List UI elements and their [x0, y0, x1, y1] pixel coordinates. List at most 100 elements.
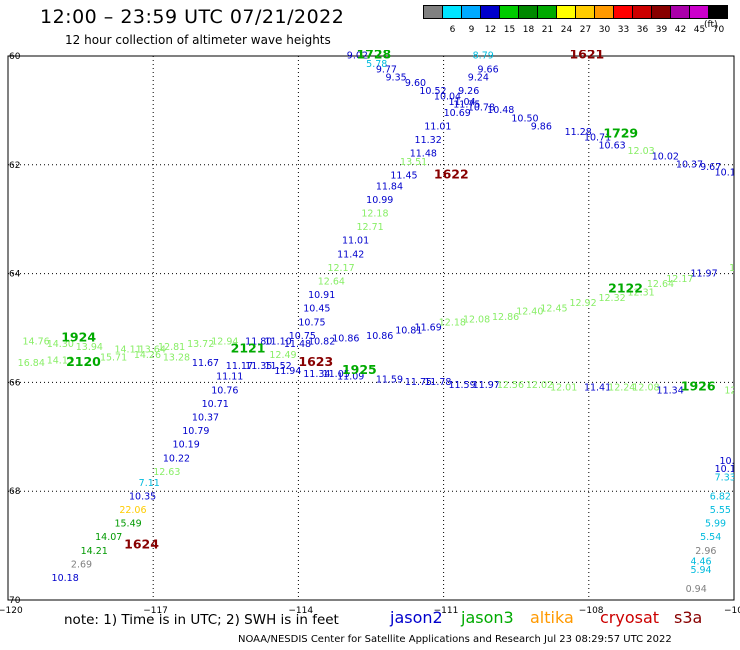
wave-height-value: 11.42 [337, 249, 364, 260]
wave-height-value: 10.82 [308, 336, 335, 347]
wave-height-value: 14.30 [47, 339, 74, 350]
time-stamp-label: 1729 [603, 126, 638, 141]
wave-height-value: 10.78 [468, 102, 495, 113]
wave-height-value: 11.01 [424, 121, 451, 132]
wave-height-value: 10.99 [366, 195, 393, 206]
time-stamp-label: 1623 [298, 354, 333, 369]
legend-label: 21 [541, 25, 554, 35]
wave-height-value: 10.48 [487, 105, 514, 116]
legend-label: 45 [693, 25, 706, 35]
wave-height-value: 10.35 [129, 491, 156, 502]
wave-height-value: 10.04 [434, 92, 461, 103]
wave-height-value: 11.94 [274, 366, 301, 377]
wave-height-value: 14.21 [81, 546, 108, 557]
legend-label: 24 [560, 25, 573, 35]
wave-height-value: 11.97 [473, 380, 500, 391]
wave-height-value: 13.51 [400, 157, 427, 168]
wave-height-value: 12.49 [269, 350, 296, 361]
wave-height-value: 9.24 [468, 72, 489, 83]
wave-height-value: 11.04 [448, 97, 475, 108]
satellite-cryosat: cryosat [600, 608, 660, 627]
wave-height-value: 11.28 [565, 127, 592, 138]
wave-height-value: 9.66 [477, 64, 498, 75]
wave-height-value: 12.01 [550, 383, 577, 394]
wave-height-value: 12.45 [540, 304, 567, 315]
wave-height-value: 12.63 [153, 467, 180, 478]
legend-label: 27 [579, 25, 592, 35]
wave-height-value: 12.08 [463, 315, 490, 326]
legend-label: 18 [522, 25, 535, 35]
wave-height-value: 10.71 [202, 399, 229, 410]
wave-height-value: 11.69 [415, 323, 442, 334]
longitude-label: −111 [434, 606, 459, 616]
wave-height-value: 9.26 [458, 86, 479, 97]
wave-height-value: 14.26 [134, 350, 161, 361]
wave-height-value: 12.56 [497, 380, 524, 391]
legend-label: 9 [468, 25, 475, 35]
satellite-jason3: jason3 [461, 608, 514, 627]
wave-height-value: 11.10 [265, 336, 292, 347]
wave-height-value: 9.77 [376, 64, 397, 75]
time-stamp-label: 1728 [356, 47, 391, 62]
wave-height-value: 12.71 [356, 222, 383, 233]
time-stamp-label: 2120 [66, 354, 101, 369]
time-stamp-label: 1924 [61, 330, 96, 345]
wave-height-value: 2.69 [71, 559, 92, 570]
wave-height-value: 11.59 [376, 374, 403, 385]
time-stamp-label: 1925 [342, 362, 377, 377]
satellite-jason2: jason2 [390, 608, 443, 627]
credit-line: NOAA/NESDIS Center for Satellite Applica… [238, 634, 672, 645]
wave-height-value: 5.55 [710, 505, 731, 516]
wave-height-value: 11.52 [265, 361, 292, 372]
wave-height-value: 11.11 [216, 372, 243, 383]
wave-height-value: 10.69 [444, 108, 471, 119]
wave-height-value: 10.18 [52, 573, 79, 584]
wave-height-value: 9.86 [531, 121, 552, 132]
wave-height-value: 9.02 [347, 51, 368, 62]
wave-height-value: 7.11 [139, 478, 160, 489]
wave-height-value: 11.78 [424, 377, 451, 388]
wave-height-value: 11.05 [323, 369, 350, 380]
wave-height-value: 11.75 [405, 377, 432, 388]
latitude-label: 62 [9, 161, 20, 171]
wave-height-value: 10.81 [395, 325, 422, 336]
wave-height-value: 2.96 [695, 546, 716, 557]
wave-height-value: 11.97 [690, 268, 717, 279]
wave-height-value: 6.82 [710, 491, 731, 502]
color-legend: 6 9 12 15 18 21 24 27 30 33 36 39 42 45 70 [423, 5, 728, 35]
wave-height-value: 11.41 [584, 383, 611, 394]
legend-label: 36 [636, 25, 649, 35]
wave-height-value: 4.46 [690, 557, 711, 568]
wave-height-value: 9.60 [405, 78, 426, 89]
wave-height-value: 11.48 [284, 339, 311, 350]
legend-swatch [708, 5, 728, 19]
wave-height-value: 11.09 [337, 372, 364, 383]
wave-height-value: 13.28 [163, 353, 190, 364]
wave-height-value: 10.50 [511, 113, 538, 124]
wave-height-value: 10.63 [598, 140, 625, 151]
wave-height-value: 5.99 [705, 519, 726, 530]
wave-height-value: 9.67 [700, 162, 721, 173]
latitude-label: 60 [9, 52, 21, 62]
wave-height-value: 11.84 [376, 181, 403, 192]
wave-height-value: 10.10 [715, 464, 740, 475]
wave-height-value: 10.52 [419, 86, 446, 97]
latitude-label: 64 [9, 270, 21, 280]
longitude-label: −117 [143, 606, 168, 616]
wave-height-value: 12.92 [569, 298, 596, 309]
wave-height-value: 10.75 [289, 331, 316, 342]
wave-height-value: 11.35 [245, 361, 272, 372]
time-stamp-label: 1926 [681, 379, 716, 394]
wave-height-value: 5.94 [690, 565, 711, 576]
legend-label: 15 [503, 25, 516, 35]
footer-note: note: 1) Time is in UTC; 2) SWH is in fe… [64, 612, 339, 628]
legend-label: 12 [484, 25, 497, 35]
wave-height-value: 11.82 [734, 415, 740, 426]
wave-height-value: 12.17 [666, 274, 693, 285]
wave-height-value: 11.67 [192, 358, 219, 369]
wave-height-value: 12.03 [628, 146, 655, 157]
latitude-label: 70 [9, 596, 21, 606]
map-frame [7, 55, 735, 601]
wave-height-value: 10.76 [211, 385, 238, 396]
wave-height-value: 10.37 [192, 412, 219, 423]
